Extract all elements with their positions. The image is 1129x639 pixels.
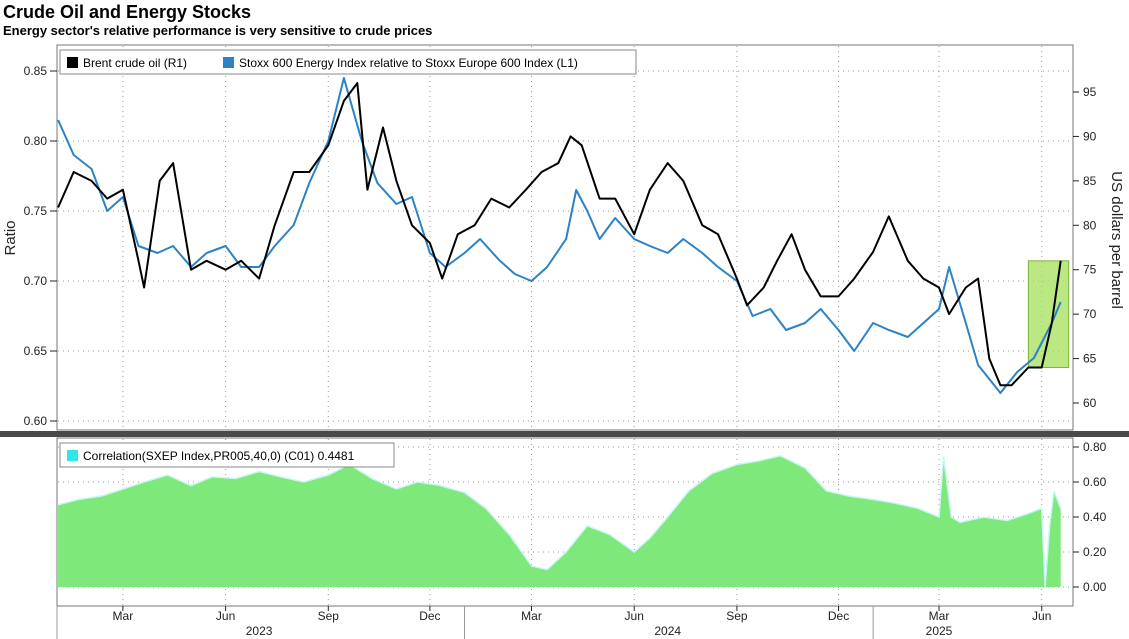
x-month-label-7: Dec <box>828 609 849 623</box>
legend-box-bottom <box>59 442 395 468</box>
bottom-right-tick-label-4: 0.80 <box>1083 440 1107 454</box>
x-month-label-1: Jun <box>216 609 235 623</box>
right-tick-label-2: 70 <box>1083 307 1097 321</box>
legend-swatch-stoxx <box>223 57 234 68</box>
right-tick-label-3: 75 <box>1083 263 1097 277</box>
y-axis-label-left: Ratio <box>2 220 19 255</box>
right-tick-label-5: 85 <box>1083 174 1097 188</box>
x-month-label-8: Mar <box>929 609 950 623</box>
x-month-label-3: Dec <box>419 609 440 623</box>
y-axis-label-right: US dollars per barrel <box>1108 171 1125 309</box>
legend-box <box>59 49 637 75</box>
bottom-right-tick-label-2: 0.40 <box>1083 510 1107 524</box>
x-month-label-0: Mar <box>113 609 134 623</box>
x-month-label-9: Jun <box>1032 609 1051 623</box>
legend-swatch-correlation <box>67 450 78 461</box>
x-year-label-2: 2025 <box>926 624 953 638</box>
left-tick-label-2: 0.70 <box>24 274 48 288</box>
bottom-right-tick-label-1: 0.20 <box>1083 545 1107 559</box>
highlight-region <box>1027 260 1070 368</box>
series-line-brent <box>57 82 1062 387</box>
right-tick-label-0: 60 <box>1083 396 1097 410</box>
chart-subtitle: Energy sector's relative performance is … <box>3 23 433 38</box>
x-month-label-4: Mar <box>521 609 542 623</box>
top-series-layer <box>57 77 1062 394</box>
left-tick-label-1: 0.65 <box>24 344 48 358</box>
right-tick-label-6: 90 <box>1083 129 1097 143</box>
bottom-right-tick-label-0: 0.00 <box>1083 580 1107 594</box>
legend-label-stoxx: Stoxx 600 Energy Index relative to Stoxx… <box>239 56 578 70</box>
x-month-label-5: Jun <box>625 609 644 623</box>
x-year-label-0: 2023 <box>246 624 273 638</box>
x-year-label-1: 2024 <box>654 624 681 638</box>
right-tick-label-7: 95 <box>1083 85 1097 99</box>
top-grid <box>58 46 1072 429</box>
legend-bottom: Correlation(SXEP Index,PR005,40,0) (C01)… <box>59 442 395 468</box>
x-month-label-6: Sep <box>726 609 748 623</box>
top-plot-area <box>56 44 1074 431</box>
legend-label-correlation: Correlation(SXEP Index,PR005,40,0) (C01)… <box>83 449 355 463</box>
right-tick-label-1: 65 <box>1083 352 1097 366</box>
right-tick-label-4: 80 <box>1083 218 1097 232</box>
x-month-label-2: Sep <box>318 609 340 623</box>
axes-layer: 0.60 0.65 0.70 0.75 0.80 0.85 60 65 70 75 80 85 90 95… <box>24 64 1107 639</box>
highlight-box <box>1027 260 1070 368</box>
legend-label-brent: Brent crude oil (R1) <box>83 56 187 70</box>
left-tick-label-5: 0.85 <box>24 64 48 78</box>
correlation-line <box>57 455 1062 588</box>
left-tick-label-3: 0.75 <box>24 204 48 218</box>
bottom-series-layer <box>57 455 1062 588</box>
correlation-area <box>58 455 1061 587</box>
panel-divider <box>0 431 1129 437</box>
left-tick-label-0: 0.60 <box>24 414 48 428</box>
legend-swatch-brent <box>67 57 78 68</box>
chart-title: Crude Oil and Energy Stocks <box>3 2 252 22</box>
left-tick-label-4: 0.80 <box>24 134 48 148</box>
series-line-stoxx-energy-relative <box>57 77 1062 394</box>
bottom-plot-area <box>56 437 1074 607</box>
legend-top: Brent crude oil (R1) Stoxx 600 Energy In… <box>59 49 637 75</box>
bottom-right-tick-label-3: 0.60 <box>1083 475 1107 489</box>
